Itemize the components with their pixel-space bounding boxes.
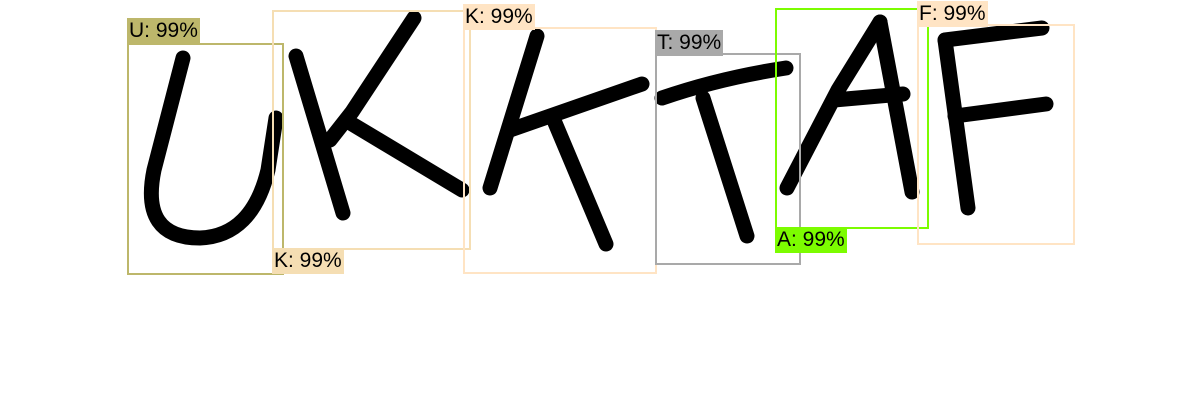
detection-label-k2: K: 99%	[463, 4, 535, 30]
detection-box-t	[655, 53, 801, 265]
detection-label-f: F: 99%	[917, 1, 988, 27]
detection-label-a: A: 99%	[775, 227, 847, 253]
detection-label-k1: K: 99%	[272, 248, 344, 274]
detection-box-u	[127, 43, 284, 275]
detection-box-k1	[272, 10, 471, 250]
detection-label-t: T: 99%	[655, 30, 724, 56]
detection-box-a	[775, 8, 929, 229]
detection-box-f	[917, 24, 1075, 245]
detection-label-u: U: 99%	[127, 18, 200, 44]
detection-box-k2	[463, 27, 657, 274]
